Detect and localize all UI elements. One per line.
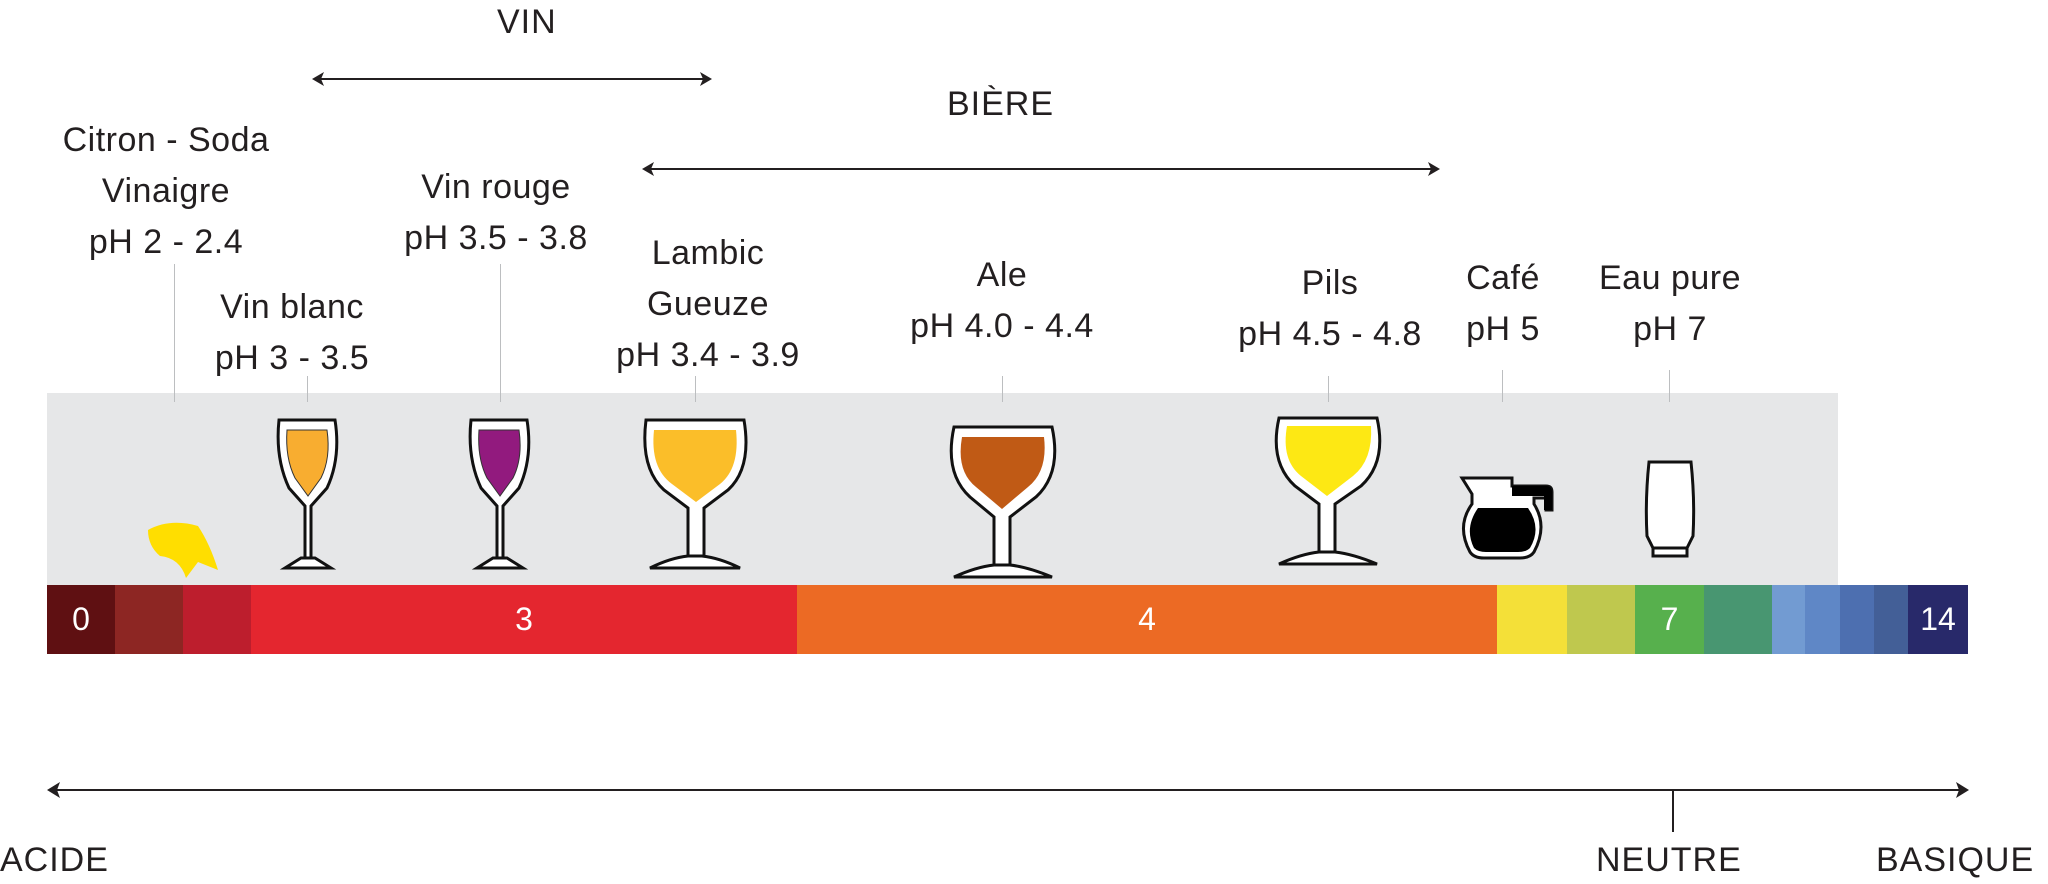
leader-lambic xyxy=(695,376,696,402)
pils-glass-icon xyxy=(1274,416,1382,566)
water-glass-icon xyxy=(1644,460,1696,558)
ph-segment xyxy=(183,585,251,654)
label-vin-rouge: Vin rouge pH 3.5 - 3.8 xyxy=(404,168,588,257)
label-lambic: Lambic Gueuze pH 3.4 - 3.9 xyxy=(616,234,800,374)
vin-range-title: VIN xyxy=(497,3,557,41)
ph-segment xyxy=(1772,585,1805,654)
ph-scale-bar: 0 3 4 7 14 xyxy=(47,585,1968,654)
ph-segment xyxy=(1805,585,1840,654)
ph-segment: 4 xyxy=(797,585,1497,654)
leader-cafe xyxy=(1502,370,1503,402)
ph-segment xyxy=(1840,585,1874,654)
label-vin-blanc: Vin blanc pH 3 - 3.5 xyxy=(214,288,370,377)
white-wine-glass-icon xyxy=(276,418,339,570)
axis-label-basique: BASIQUE xyxy=(1876,841,2035,879)
label-ale: Ale pH 4.0 - 4.4 xyxy=(910,256,1094,345)
ph-segment xyxy=(115,585,183,654)
red-wine-glass-icon xyxy=(468,418,531,570)
lemon-wedge-icon xyxy=(148,522,218,578)
ph-segment xyxy=(1497,585,1567,654)
label-eau-pure: Eau pure pH 7 xyxy=(1599,259,1741,348)
ph-segment: 0 xyxy=(47,585,115,654)
biere-range-title: BIÈRE xyxy=(947,85,1055,123)
ph-segment: 7 xyxy=(1635,585,1704,654)
leader-vin-blanc xyxy=(307,376,308,402)
label-pils: Pils pH 4.5 - 4.8 xyxy=(1238,264,1422,353)
ale-glass-icon xyxy=(949,425,1057,579)
label-cafe: Café pH 5 xyxy=(1466,259,1540,348)
coffee-pot-icon xyxy=(1459,476,1554,560)
leader-ale xyxy=(1002,376,1003,402)
axis-label-neutre: NEUTRE xyxy=(1596,841,1742,879)
lambic-glass-icon xyxy=(643,418,748,570)
axis-label-acide: ACIDE xyxy=(0,841,109,879)
label-citron: Citron - Soda Vinaigre pH 2 - 2.4 xyxy=(62,121,270,261)
leader-pils xyxy=(1328,376,1329,402)
ph-segment: 14 xyxy=(1908,585,1968,654)
ph-segment xyxy=(1874,585,1908,654)
ph-segment xyxy=(1704,585,1772,654)
leader-citron xyxy=(174,264,175,402)
ph-segment xyxy=(1567,585,1635,654)
ph-segment: 3 xyxy=(251,585,797,654)
leader-vin-rouge xyxy=(500,264,501,402)
leader-eau xyxy=(1669,370,1670,402)
